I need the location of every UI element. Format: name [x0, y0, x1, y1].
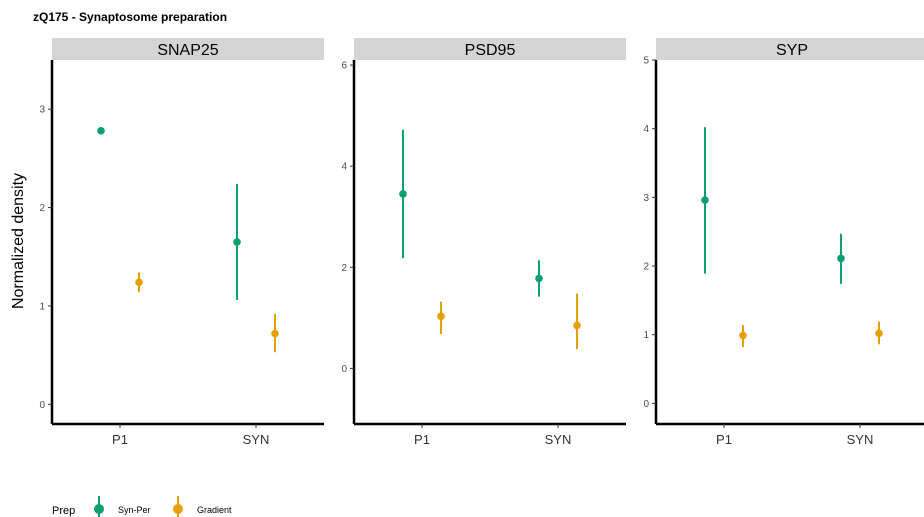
y-tick-label-psd95: 6: [341, 61, 347, 72]
y-tick-label-psd95: 4: [341, 162, 347, 173]
y-tick-label-snap25: 3: [39, 105, 45, 116]
legend-key-gradient-point: [173, 504, 183, 514]
point-psd95-syn-per: [535, 274, 543, 283]
panel-1: PSD95 0 2 4 6 P1 SYN: [341, 38, 626, 447]
facet-panels: SNAP25 0 1 2 3 P1 SYN PSD95 0 2 4 6 P1 SYN SYP 0 1 2 3 4 5 P1…: [39, 38, 924, 447]
legend-label-gradient: Gradient: [197, 505, 232, 515]
x-tick-label-psd95: SYN: [545, 432, 572, 447]
strip-snap25: [52, 38, 324, 60]
point-snap25-syn-per: [233, 238, 241, 246]
x-tick-label-snap25: P1: [112, 432, 128, 447]
point-psd95-gradient: [437, 312, 445, 321]
point-syp-syn-per: [701, 196, 709, 204]
y-tick-label-syp: 4: [643, 124, 649, 135]
strip-label-syp: SYP: [776, 42, 808, 59]
y-tick-label-syp: 5: [643, 56, 649, 67]
panel-2: SYP 0 1 2 3 4 5 P1 SYN: [643, 38, 924, 447]
strip-label-psd95: PSD95: [465, 42, 516, 59]
y-tick-label-syp: 2: [643, 262, 649, 273]
plot-title: zQ175 - Synaptosome preparation: [33, 10, 227, 24]
y-axis-title: Normalized density: [10, 173, 27, 309]
point-syp-syn-per: [837, 254, 845, 263]
strip-syp: [656, 38, 924, 60]
point-syp-gradient: [739, 331, 747, 340]
point-snap25-gradient: [271, 329, 279, 338]
x-tick-label-syp: P1: [716, 432, 732, 447]
legend: Prep Syn-Per Gradient: [52, 496, 232, 517]
point-snap25-gradient: [135, 278, 143, 287]
y-tick-label-syp: 3: [643, 193, 649, 204]
strip-label-snap25: SNAP25: [157, 42, 218, 59]
y-tick-label-snap25: 1: [39, 301, 45, 312]
legend-title: Prep: [52, 505, 75, 517]
x-tick-label-psd95: P1: [414, 432, 430, 447]
point-snap25-syn-per: [97, 127, 105, 135]
legend-key-gradient: [173, 496, 183, 517]
legend-key-syn-per: [94, 496, 104, 517]
panel-0: SNAP25 0 1 2 3 P1 SYN: [39, 38, 324, 447]
x-tick-label-snap25: SYN: [243, 432, 270, 447]
strip-psd95: [354, 38, 626, 60]
y-tick-label-snap25: 0: [39, 400, 45, 411]
point-syp-gradient: [875, 329, 883, 338]
legend-key-syn-per-point: [94, 504, 104, 514]
y-tick-label-syp: 1: [643, 330, 649, 341]
point-psd95-gradient: [573, 321, 581, 330]
point-psd95-syn-per: [399, 190, 407, 198]
y-tick-label-snap25: 2: [39, 203, 45, 214]
legend-label-syn-per: Syn-Per: [118, 505, 151, 515]
x-tick-label-syp: SYN: [847, 432, 874, 447]
y-tick-label-psd95: 2: [341, 263, 347, 274]
y-tick-label-psd95: 0: [341, 364, 347, 375]
y-tick-label-syp: 0: [643, 399, 649, 410]
